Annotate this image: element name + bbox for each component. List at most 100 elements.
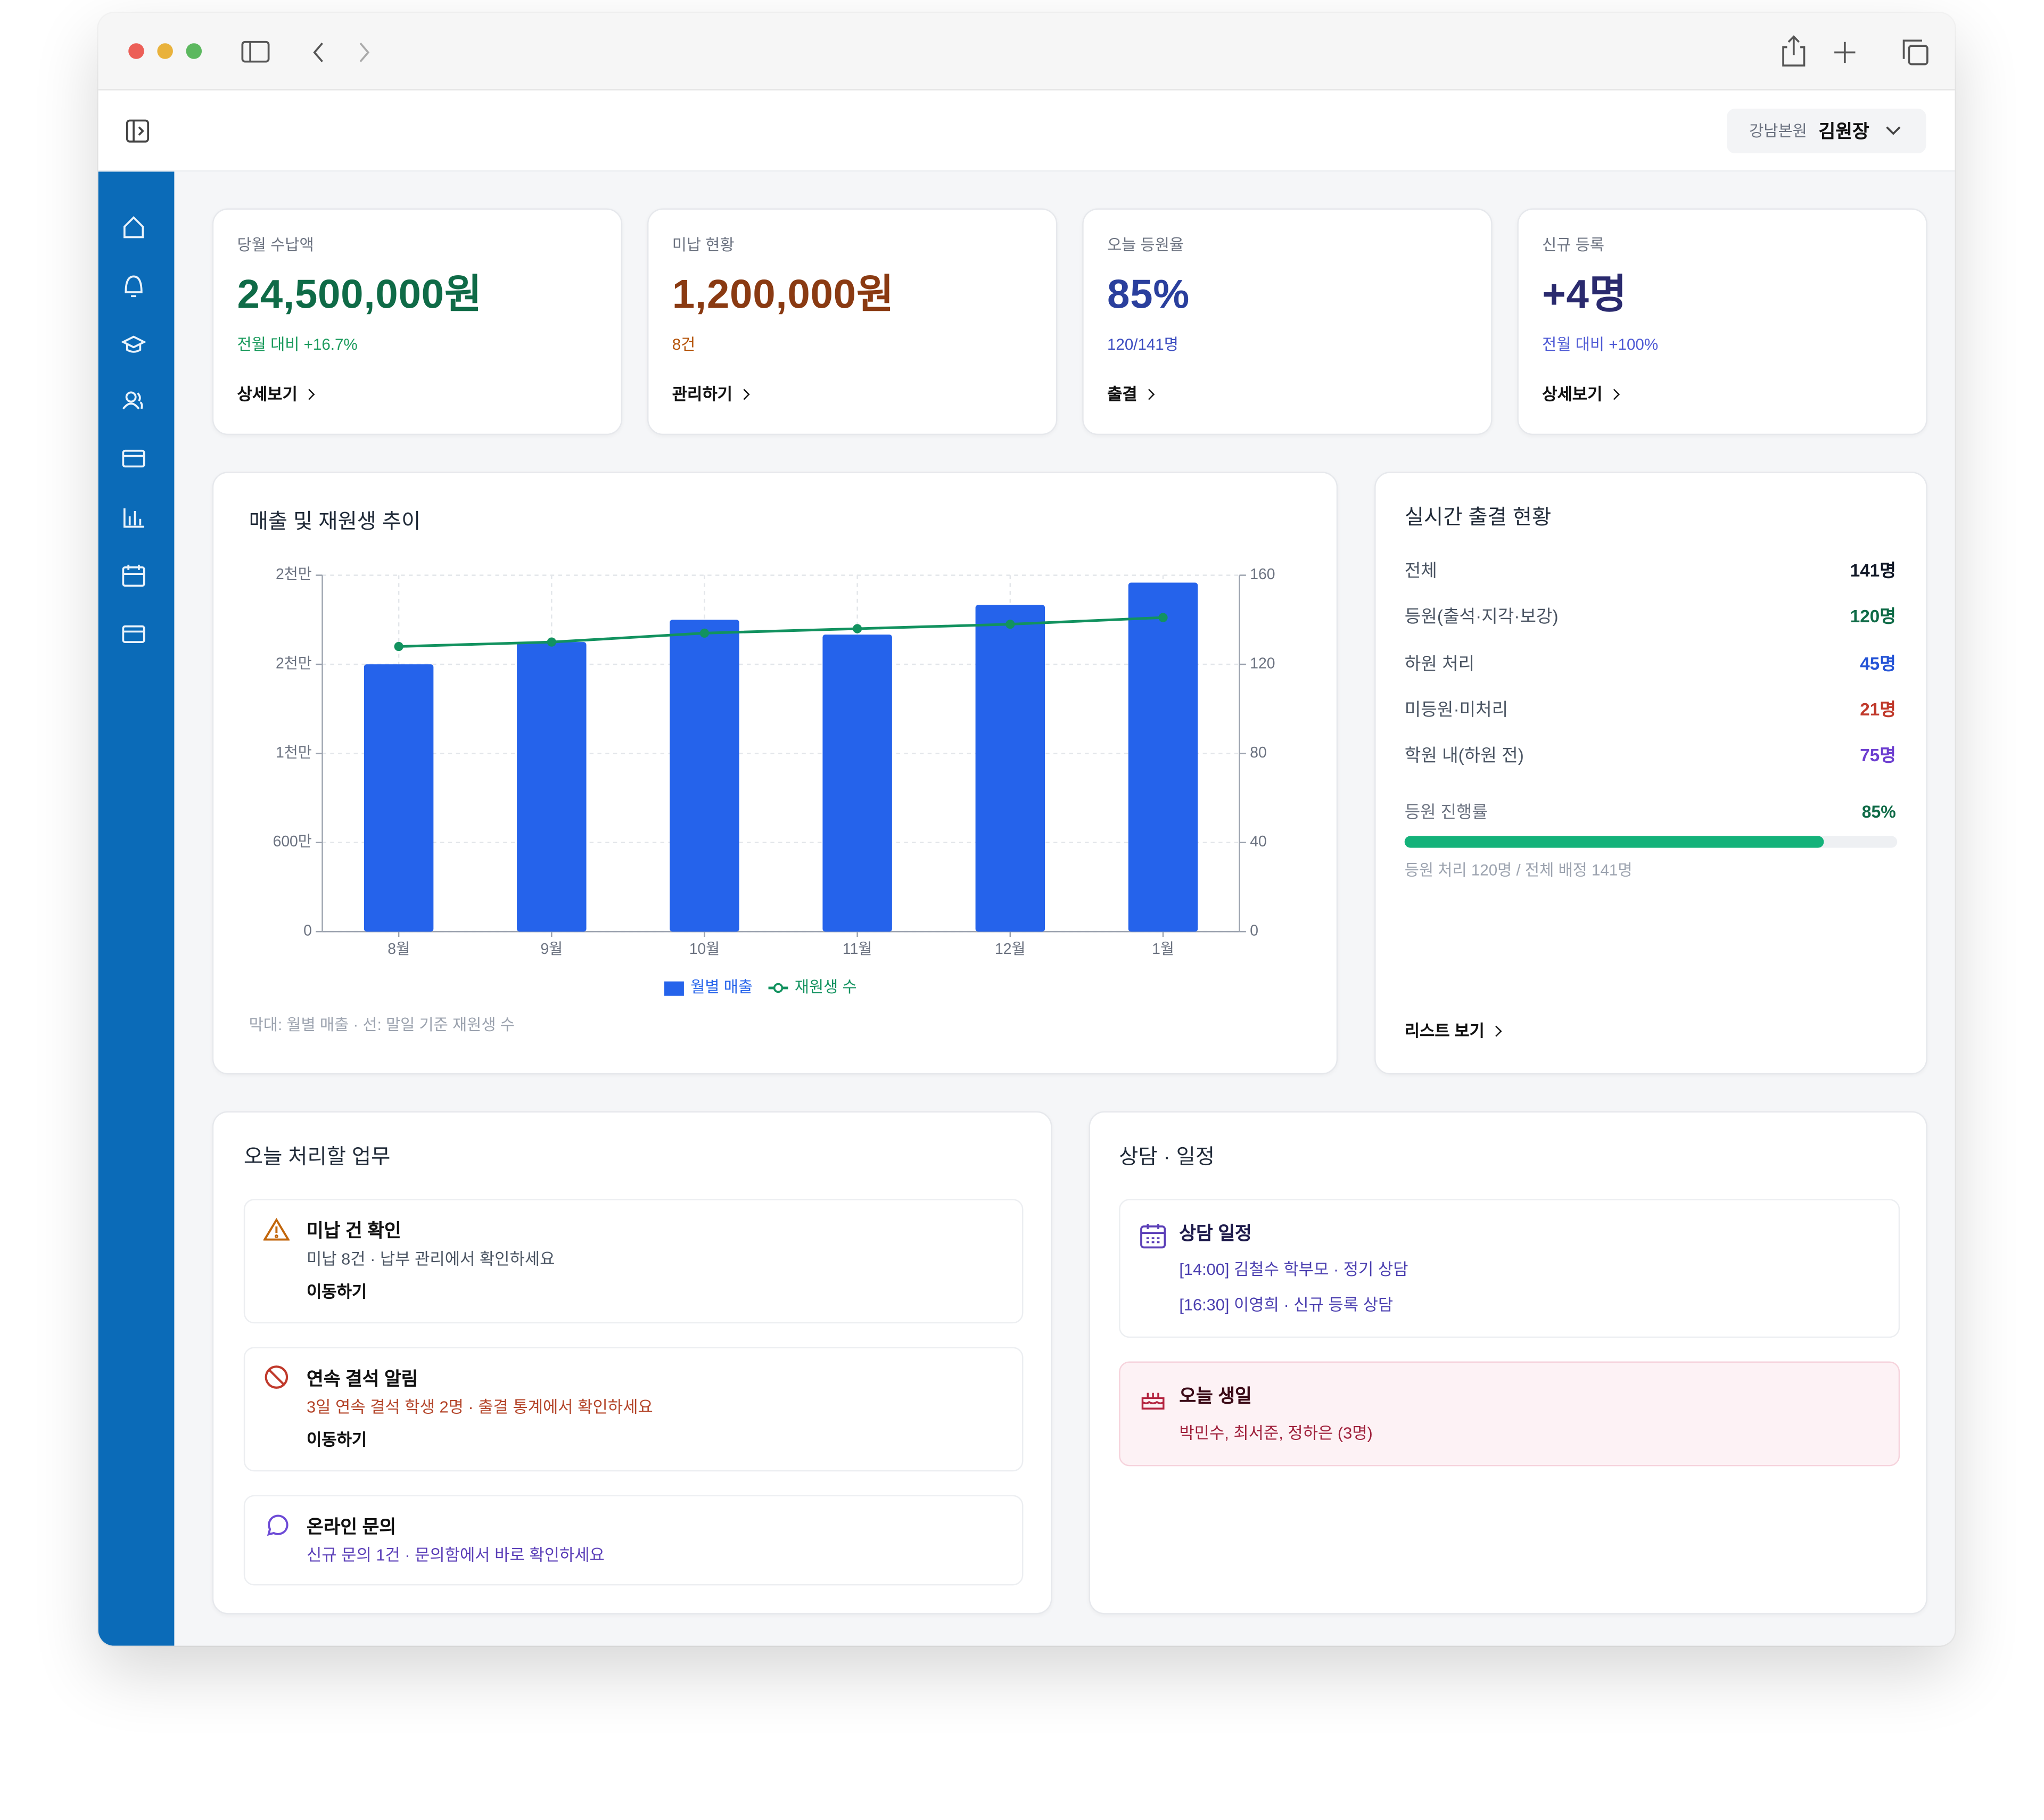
toolbar-icons[interactable] — [1779, 34, 1936, 68]
y2-tick-label: 0 — [1250, 922, 1258, 939]
birthday-title: 오늘 생일 — [1179, 1385, 1252, 1406]
sidebar-icons[interactable] — [98, 171, 175, 696]
task-title: 온라인 문의 — [306, 1516, 397, 1537]
kpi-value: +4명 — [1542, 271, 1627, 317]
kpi-sub: 120/141명 — [1107, 335, 1178, 354]
kpi-value: 24,500,000원 — [237, 271, 482, 317]
y-tick-label: 600만 — [273, 833, 312, 850]
line-point — [699, 628, 710, 638]
task-link[interactable]: 이동하기 — [306, 1282, 367, 1302]
warning-icon — [263, 1217, 290, 1241]
attendance-value: 21명 — [1860, 699, 1896, 720]
kpi-link[interactable]: 출결 — [1107, 386, 1153, 403]
legend-swatch — [664, 981, 684, 996]
x-tick-label: 9월 — [540, 940, 563, 957]
block-icon — [265, 1365, 289, 1389]
attendance-label: 미등원·미처리 — [1404, 699, 1509, 720]
sidebar-toggle[interactable] — [126, 119, 149, 143]
kpi-label: 미납 현황 — [672, 236, 735, 254]
line — [399, 616, 1164, 648]
x-tick-label: 10월 — [689, 940, 720, 957]
attendance-value: 120명 — [1850, 607, 1896, 627]
progress-note: 등원 처리 120명 / 전체 배정 141명 — [1404, 861, 1633, 879]
kpi-sub: 전월 대비 +16.7% — [237, 335, 358, 354]
task-desc: 신규 문의 1건 · 문의함에서 바로 확인하세요 — [306, 1546, 605, 1565]
y2-tick-label: 160 — [1250, 565, 1275, 582]
attendance-card: 실시간 출결 현황 등원 진행률 85% 등원 처리 120명 / 전체 배정 … — [1374, 472, 1927, 1075]
sidebar — [98, 171, 175, 1646]
kpi-link[interactable]: 상세보기 — [237, 386, 314, 403]
tasks-title: 오늘 처리할 업무 — [243, 1146, 391, 1169]
browser-window: 강남본원 김원장 매출 및 재원생 추이 막대: 월별 매출 · 선: 말일 기… — [98, 13, 1955, 1646]
task-link[interactable]: 이동하기 — [306, 1430, 367, 1450]
attendance-value: 45명 — [1860, 653, 1896, 673]
legend-label: 월별 매출 — [690, 978, 753, 996]
attendance-value: 75명 — [1860, 746, 1896, 765]
user-name: 김원장 — [1818, 120, 1869, 142]
task-item[interactable]: 온라인 문의 신규 문의 1건 · 문의함에서 바로 확인하세요 — [243, 1495, 1024, 1586]
task-item[interactable]: 연속 결석 알림 3일 연속 결석 학생 2명 · 출결 통계에서 확인하세요 … — [243, 1347, 1024, 1472]
account-dropdown[interactable]: 강남본원 김원장 — [1727, 109, 1926, 153]
dropdown-chevron — [1886, 126, 1901, 135]
kpi-link[interactable]: 상세보기 — [1542, 386, 1618, 403]
bar — [364, 664, 434, 932]
legend-label: 재원생 수 — [795, 978, 857, 996]
kpi-sub: 8건 — [672, 335, 696, 354]
schedule-title: 상담 · 일정 — [1119, 1146, 1215, 1169]
y-tick-label: 0 — [303, 922, 312, 939]
y2-tick-label: 120 — [1250, 654, 1275, 671]
cake-icon — [1141, 1393, 1165, 1410]
bar — [670, 620, 739, 932]
zoom-button[interactable] — [186, 43, 202, 59]
task-item[interactable]: 미납 건 확인 미납 8건 · 납부 관리에서 확인하세요 이동하기 — [243, 1199, 1024, 1324]
progress-label: 등원 진행률 — [1404, 802, 1488, 822]
attendance-label: 학원 내(하원 전) — [1404, 746, 1524, 765]
bar — [822, 635, 892, 932]
chart: 매출 및 재원생 추이 막대: 월별 매출 · 선: 말일 기준 재원생 수 8… — [249, 510, 1275, 1034]
list-link[interactable]: 리스트 보기 — [1405, 1023, 1501, 1040]
y-tick-label: 2천만 — [276, 565, 312, 582]
line-point — [1158, 613, 1168, 622]
close-button[interactable] — [128, 43, 144, 59]
progress-value: 85% — [1861, 802, 1896, 822]
task-desc: 미납 8건 · 납부 관리에서 확인하세요 — [306, 1250, 555, 1269]
kpi-link[interactable]: 관리하기 — [672, 386, 748, 403]
y2-tick-label: 40 — [1250, 833, 1266, 850]
line-point — [394, 641, 403, 652]
branch-name: 강남본원 — [1749, 121, 1807, 141]
kpi-value: 85% — [1107, 271, 1190, 317]
x-tick-label: 12월 — [995, 940, 1026, 957]
x-tick-label: 8월 — [388, 940, 410, 957]
task-desc: 3일 연속 결석 학생 2명 · 출결 통계에서 확인하세요 — [306, 1398, 653, 1417]
x-tick-label: 11월 — [843, 940, 872, 957]
consult-title: 상담 일정 — [1179, 1222, 1252, 1243]
schedule-card: 상담 · 일정 상담 일정 [14:00] 김철수 학부모 · 정기 상담 [1… — [1089, 1111, 1927, 1615]
bar — [1128, 582, 1198, 932]
nav-icons[interactable] — [240, 37, 384, 68]
y-tick-label: 1천만 — [276, 744, 312, 761]
legend-swatch — [773, 983, 784, 993]
line-point — [1005, 620, 1015, 629]
kpi-label: 신규 등록 — [1542, 236, 1605, 254]
tasks-card: 오늘 처리할 업무 미납 건 확인 미납 8건 · 납부 관리에서 확인하세요 … — [212, 1111, 1052, 1615]
chart-card: 매출 및 재원생 추이 막대: 월별 매출 · 선: 말일 기준 재원생 수 8… — [212, 472, 1338, 1075]
minimize-button[interactable] — [157, 43, 173, 59]
attendance-label: 전체 — [1404, 561, 1437, 581]
title-bar — [98, 13, 1955, 90]
chart-caption: 막대: 월별 매출 · 선: 말일 기준 재원생 수 — [249, 1016, 515, 1034]
line-point — [547, 637, 556, 647]
attendance-value: 141명 — [1850, 561, 1896, 581]
kpi-sub: 전월 대비 +100% — [1542, 335, 1659, 354]
attendance-title: 실시간 출결 현황 — [1404, 507, 1552, 530]
line-point — [853, 624, 862, 633]
attendance-label: 하원 처리 — [1404, 653, 1475, 673]
task-title: 연속 결석 알림 — [306, 1368, 418, 1389]
kpi-value: 1,200,000원 — [672, 271, 894, 317]
kpi-label: 당월 수납액 — [237, 236, 314, 254]
kpi-label: 오늘 등원율 — [1107, 236, 1184, 254]
